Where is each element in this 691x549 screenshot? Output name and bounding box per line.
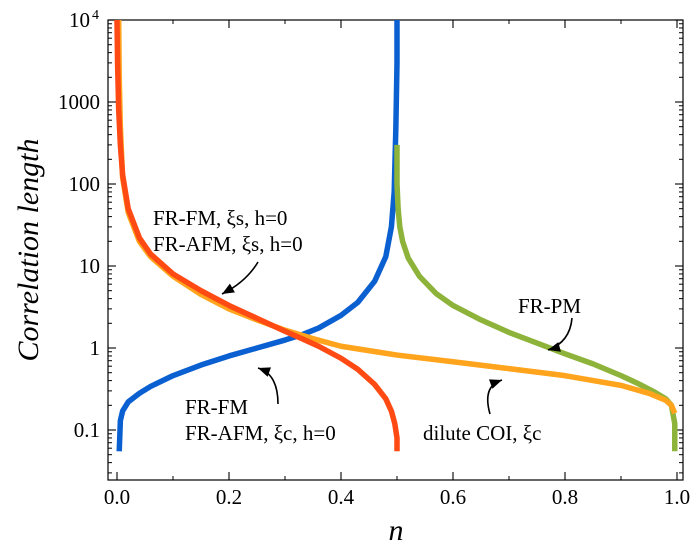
annotation-fr-afm-xic: FR-AFM, ξc, h=0	[185, 421, 336, 445]
series-lines	[114, 20, 678, 452]
y-tick-label: 1000	[58, 90, 100, 114]
annotations: FR-FM, ξs, h=0FR-AFM, ξs, h=0 FR-FMFR-AFM…	[153, 206, 581, 445]
y-tick-label-base: 10	[69, 8, 90, 32]
arrow-to-red-curve-head	[222, 283, 235, 294]
annotation-fr-fm-xis: FR-FM, ξs, h=0	[153, 206, 287, 230]
x-tick-label: 1.0	[664, 485, 690, 509]
annotation-fr-pm: FR-PM	[518, 294, 581, 318]
x-tick-label: 0.6	[440, 485, 466, 509]
arrow-to-green-curve	[547, 317, 573, 351]
y-tick-label: 0.1	[74, 418, 100, 442]
y-tick-label: 1	[90, 336, 101, 360]
x-tick-label: 0.8	[552, 485, 578, 509]
arrow-to-orange-curve-head	[489, 379, 502, 389]
arrow-to-green-curve-head	[548, 342, 561, 352]
y-tick-label: 10	[79, 254, 100, 278]
x-tick-label: 0.4	[328, 485, 355, 509]
x-axis-title: n	[389, 514, 404, 547]
y-axis-title: Correlation length	[12, 138, 45, 361]
annotation-dilute-coi: dilute COI, ξc	[423, 421, 541, 445]
series-line-red	[114, 20, 400, 452]
annotation-fr-fm: FR-FM	[185, 395, 248, 419]
x-tick-label: 0.2	[216, 485, 242, 509]
y-tick-label: 100	[69, 172, 101, 196]
y-tick-label: 10	[69, 8, 90, 32]
y-tick-label-exponent: 4	[92, 8, 99, 23]
annotation-fr-afm-xis: FR-AFM, ξs, h=0	[153, 232, 303, 256]
arrow-to-blue-curve-head	[258, 367, 271, 377]
x-tick-label: 0.0	[104, 485, 130, 509]
